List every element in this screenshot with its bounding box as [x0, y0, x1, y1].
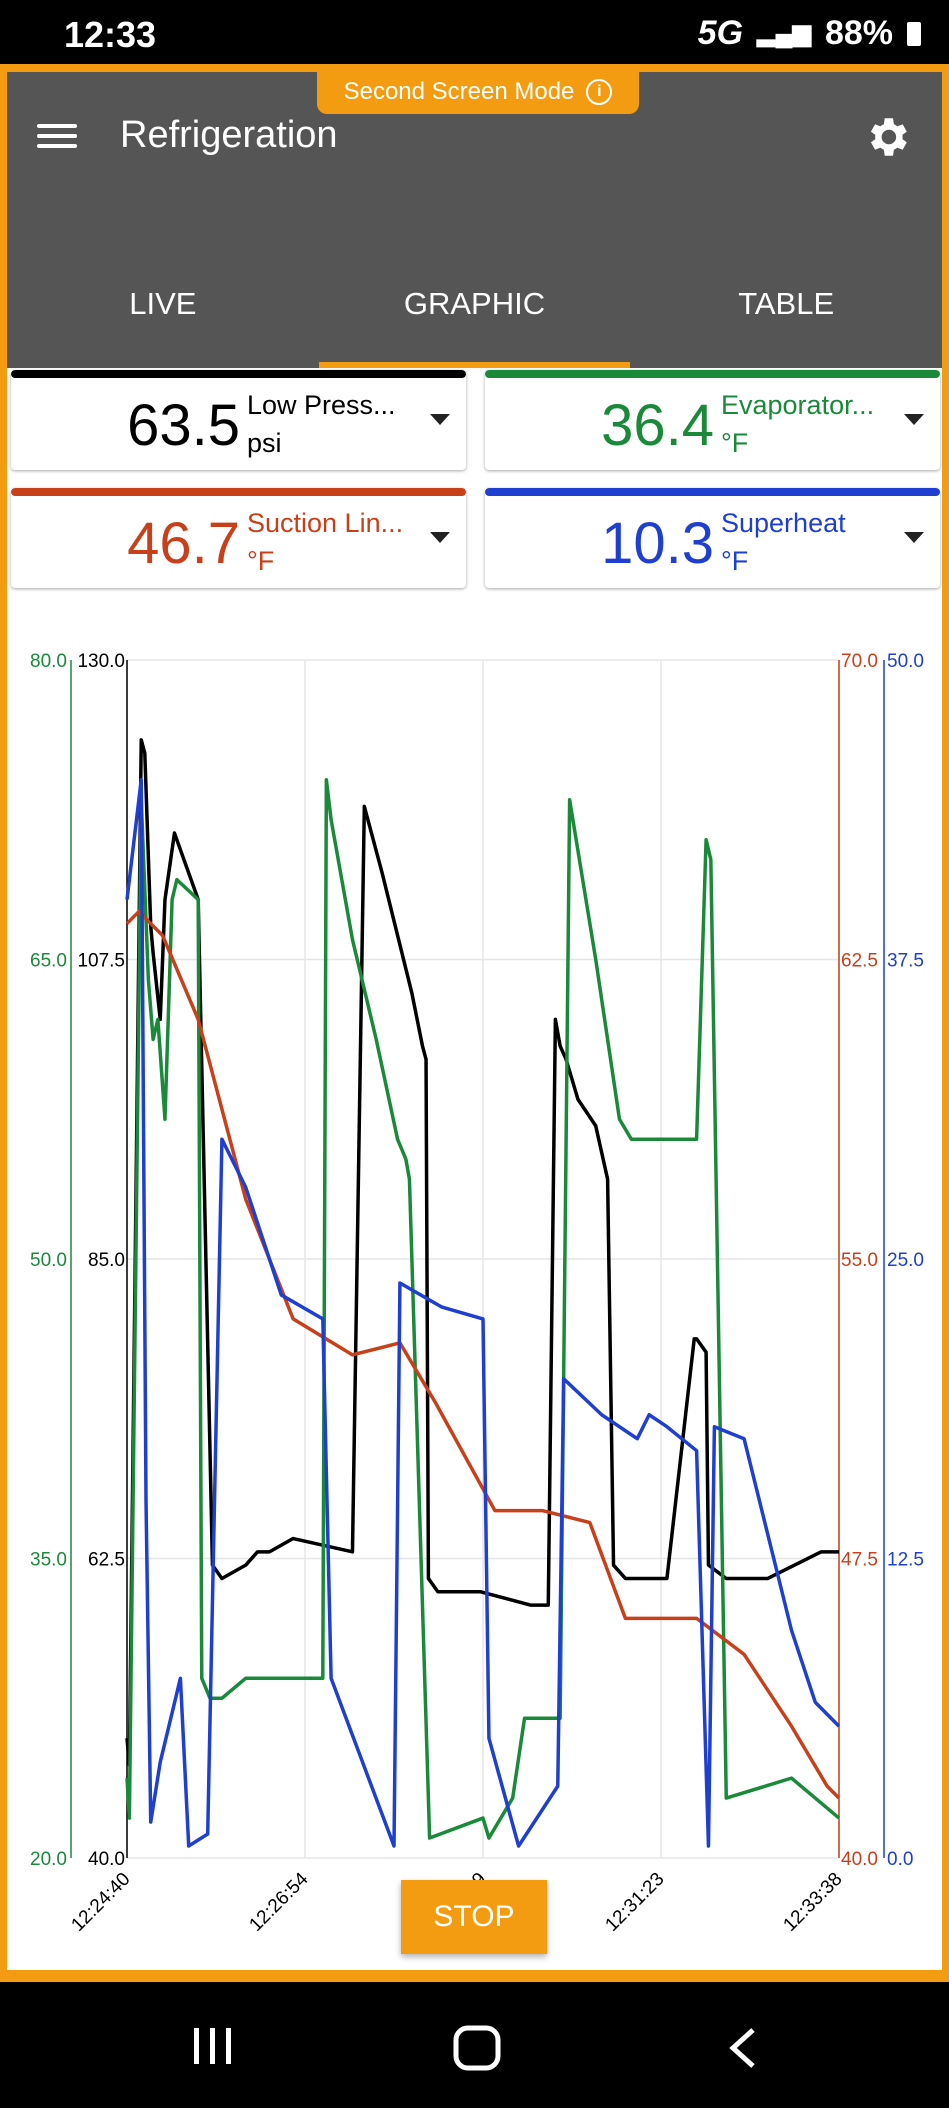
info-icon: i	[586, 79, 613, 105]
stop-button[interactable]: STOP	[401, 1880, 547, 1954]
series-line	[125, 778, 841, 1840]
y-tick-label: 35.0	[30, 1550, 67, 1571]
x-tick-label: 12:33:38	[779, 1869, 846, 1936]
page-title: Refrigeration	[120, 114, 338, 156]
card-superheat[interactable]: 10.3 Superheat °F	[485, 488, 940, 588]
y-tick-label: 40.0	[841, 1849, 878, 1870]
y-tick-label: 47.5	[841, 1550, 878, 1571]
tab-table[interactable]: TABLE	[738, 286, 835, 321]
card-low-pressure[interactable]: 63.5 Low Press... psi	[11, 370, 466, 470]
status-time: 12:33	[64, 14, 157, 55]
card-value: 10.3	[601, 511, 714, 576]
status-bar: 12:33 5G ▂▄▆ 88%	[0, 0, 949, 72]
card-unit: °F	[721, 428, 749, 458]
card-unit: °F	[247, 546, 275, 576]
card-suction-line[interactable]: 46.7 Suction Lin... °F	[11, 488, 466, 588]
series-line	[125, 738, 839, 1767]
card-label: Suction Lin...	[247, 508, 404, 538]
network-label: 5G	[697, 14, 744, 52]
y-tick-label: 37.5	[887, 951, 924, 972]
card-color-bar	[11, 370, 466, 378]
y-tick-label: 55.0	[841, 1250, 878, 1271]
card-evaporator[interactable]: 36.4 Evaporator... °F	[485, 370, 940, 470]
y-tick-label: 20.0	[30, 1849, 67, 1870]
y-tick-label: 70.0	[841, 651, 878, 672]
card-label: Evaporator...	[721, 390, 875, 420]
android-nav-bar	[0, 1982, 949, 2108]
y-tick-label: 0.0	[887, 1849, 913, 1870]
app-header: Refrigeration LIVE GRAPHIC TABLE	[7, 72, 942, 368]
y-tick-label: 12.5	[887, 1550, 924, 1571]
y-tick-label: 62.5	[841, 951, 878, 972]
recent-apps-icon[interactable]	[190, 2026, 236, 2066]
superheat-series	[125, 778, 841, 1848]
card-color-bar	[485, 488, 940, 496]
back-icon[interactable]	[725, 2026, 761, 2070]
y-tick-label: 40.0	[88, 1849, 125, 1870]
tab-bar: LIVE GRAPHIC TABLE	[7, 240, 942, 368]
y-tick-label: 107.5	[77, 951, 125, 972]
x-tick-label: 12:26:54	[245, 1868, 312, 1935]
menu-icon[interactable]	[37, 118, 77, 158]
status-icons: 5G ▂▄▆ 88%	[698, 14, 921, 53]
dropdown-caret-icon[interactable]	[904, 532, 924, 543]
card-color-bar	[485, 370, 940, 378]
y-tick-label: 62.5	[88, 1550, 125, 1571]
dropdown-caret-icon[interactable]	[430, 532, 450, 543]
card-unit: psi	[247, 428, 282, 458]
card-unit: °F	[721, 546, 749, 576]
y-tick-label: 50.0	[30, 1250, 67, 1271]
gear-icon[interactable]	[862, 112, 912, 162]
suction-line-series	[125, 909, 841, 1800]
second-screen-frame: Refrigeration LIVE GRAPHIC TABLE Second …	[0, 64, 949, 1982]
x-tick-label: 12:31:23	[601, 1869, 668, 1936]
battery-icon	[907, 21, 921, 46]
y-tick-label: 80.0	[30, 651, 67, 672]
y-tick-label: 85.0	[88, 1250, 125, 1271]
card-value: 46.7	[127, 511, 240, 576]
y-tick-label: 65.0	[30, 951, 67, 972]
card-color-bar	[11, 488, 466, 496]
graph-chart[interactable]: 20.0 35.0 50.0 65.0 80.0 40.0 62.5 85.0 107.5 130…	[7, 632, 942, 1952]
dropdown-caret-icon[interactable]	[904, 414, 924, 425]
card-label: Superheat	[721, 508, 846, 538]
tab-live[interactable]: LIVE	[129, 286, 197, 321]
y-tick-label: 130.0	[77, 651, 125, 672]
y-tick-label: 50.0	[887, 651, 924, 672]
home-icon[interactable]	[452, 2024, 502, 2072]
tab-graphic[interactable]: GRAPHIC	[318, 240, 631, 368]
reading-cards: 63.5 Low Press... psi 36.4 Evaporator...…	[7, 368, 942, 608]
y-tick-label: 25.0	[887, 1250, 924, 1271]
badge-label: Second Screen Mode	[343, 78, 575, 105]
card-value: 63.5	[127, 393, 240, 458]
second-screen-mode-badge[interactable]: Second Screen Mode i	[317, 72, 639, 114]
signal-icon: ▂▄▆	[757, 20, 811, 47]
x-tick-label: 12:24:40	[67, 1869, 134, 1936]
dropdown-caret-icon[interactable]	[430, 414, 450, 425]
battery-label: 88%	[824, 14, 893, 52]
card-label: Low Press...	[247, 390, 396, 420]
card-value: 36.4	[601, 393, 714, 458]
app-window: Refrigeration LIVE GRAPHIC TABLE Second …	[7, 72, 942, 1970]
